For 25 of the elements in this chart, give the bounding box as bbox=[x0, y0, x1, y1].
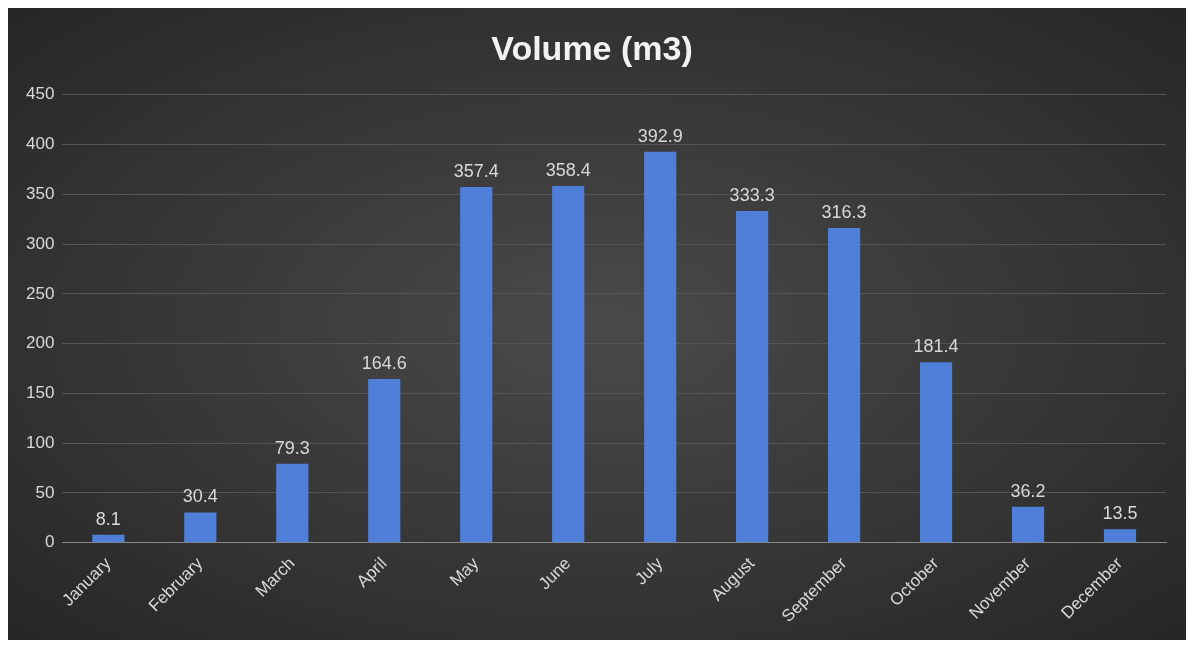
y-tick-label: 400 bbox=[25, 134, 55, 154]
y-tick-label: 450 bbox=[25, 84, 55, 104]
data-label: 8.1 bbox=[95, 508, 121, 529]
y-tick-label: 300 bbox=[25, 233, 55, 253]
x-tick-label: May bbox=[446, 553, 483, 590]
data-label: 79.3 bbox=[274, 437, 310, 458]
data-label: 358.4 bbox=[545, 159, 591, 180]
y-tick-label: 350 bbox=[25, 184, 55, 204]
y-tick-label: 100 bbox=[25, 432, 55, 452]
data-label: 181.4 bbox=[913, 336, 959, 357]
data-label: 316.3 bbox=[821, 201, 867, 222]
chart-title: Volume (m3) bbox=[491, 28, 693, 67]
y-tick-label: 50 bbox=[35, 482, 55, 502]
data-label: 333.3 bbox=[729, 184, 775, 205]
y-tick-label: 150 bbox=[25, 383, 55, 403]
x-tick-label: July bbox=[631, 553, 667, 589]
data-label: 357.4 bbox=[453, 160, 499, 181]
y-tick-label: 0 bbox=[44, 532, 55, 552]
y-tick-label: 250 bbox=[25, 283, 55, 303]
y-tick-label: 200 bbox=[25, 333, 55, 353]
data-label: 164.6 bbox=[361, 352, 407, 373]
data-label: 30.4 bbox=[182, 486, 218, 507]
data-label: 392.9 bbox=[637, 125, 683, 146]
data-label: 36.2 bbox=[1010, 480, 1046, 501]
data-label: 13.5 bbox=[1102, 503, 1138, 524]
